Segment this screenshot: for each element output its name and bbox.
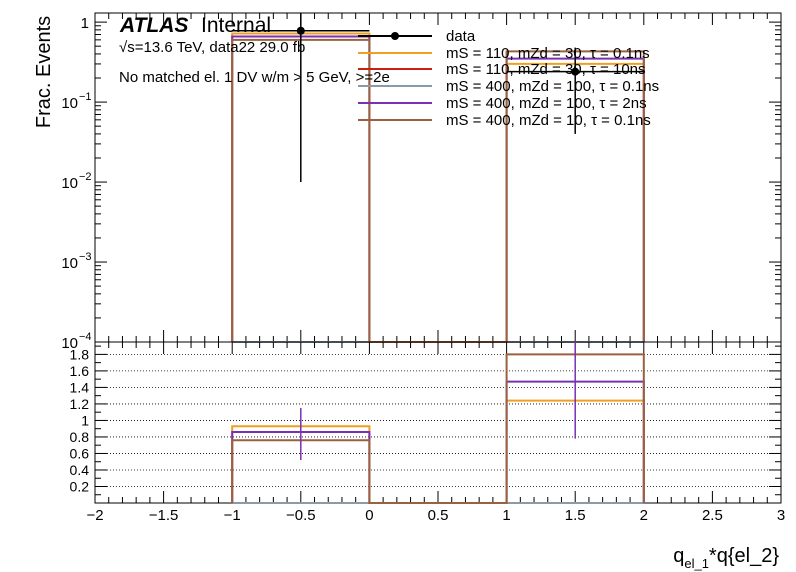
x-tick-label: 3 xyxy=(777,507,785,524)
data-point xyxy=(296,26,305,35)
x-tick-label: −1 xyxy=(224,507,241,524)
x-tick-label: 1 xyxy=(502,507,510,524)
legend-label: mS = 400, mZd = 100, τ = 0.1ns xyxy=(446,78,659,95)
x-tick-label: 0.5 xyxy=(428,507,449,524)
ratio-y-tick-label: 1.4 xyxy=(70,379,90,395)
ratio-y-tick-label: 0.2 xyxy=(70,478,90,494)
x-tick-label: 2.5 xyxy=(702,507,723,524)
atlas-logo-text: ATLAS xyxy=(119,14,188,37)
x-tick-label: −0.5 xyxy=(286,507,316,524)
atlas-label: ATLAS Internal √s=13.6 TeV, data22 29.0 … xyxy=(119,14,390,86)
x-tick-label: 0 xyxy=(365,507,373,524)
main-panel: 110−110−210−310−4 xyxy=(61,12,782,352)
ratio-y-tick-label: 1.2 xyxy=(70,396,90,412)
legend-label: data xyxy=(446,28,476,45)
legend-marker-point xyxy=(391,32,399,40)
x-tick-label: 1.5 xyxy=(565,507,586,524)
ratio-frame xyxy=(94,341,782,504)
ratio-series-line xyxy=(231,399,645,504)
y-tick-label: 10 xyxy=(61,335,78,352)
y-tick-exponent: −4 xyxy=(79,331,92,343)
ratio-y-tick-label: 1.6 xyxy=(70,363,90,379)
legend-label: mS = 400, mZd = 100, τ = 2ns xyxy=(446,95,647,112)
x-tick-label: −2 xyxy=(86,507,103,524)
main-frame xyxy=(94,12,782,343)
selection-text: No matched el. 1 DV w/m > 5 GeV, >=2e xyxy=(119,69,390,86)
x-tick-label: 2 xyxy=(640,507,648,524)
internal-text: Internal xyxy=(201,14,271,37)
y-tick-label: 1 xyxy=(81,15,89,32)
legend-label: mS = 110, mZd = 30, τ = 10ns xyxy=(446,61,646,78)
y-tick-label: 10 xyxy=(61,175,78,192)
y-tick-label: 10 xyxy=(61,255,78,272)
ratio-y-tick-label: 0.8 xyxy=(70,429,90,445)
ratio-y-tick-label: 0.6 xyxy=(70,445,90,461)
legend-label: mS = 110, mZd = 30, τ = 0.1ns xyxy=(446,45,650,62)
x-axis-label: qel_1*q{el_2} xyxy=(673,545,779,571)
ratio-y-tick-label: 1.8 xyxy=(70,346,90,362)
y-tick-exponent: −1 xyxy=(79,91,92,103)
ratio-y-tick-label: 0.4 xyxy=(70,462,90,478)
y-axis-label: Frac. Events xyxy=(33,16,55,128)
legend-label: mS = 400, mZd = 10, τ = 0.1ns xyxy=(446,112,651,129)
ratio-panel: −2 −1.5 −1 −0.5 0 0.5 1 1.5 2 2.5 30.20.40.60.811.… xyxy=(70,341,785,524)
data-point xyxy=(571,67,580,76)
y-tick-exponent: −3 xyxy=(79,251,92,263)
x-tick-label: −1.5 xyxy=(149,507,179,524)
y-tick-exponent: −2 xyxy=(79,171,92,183)
ratio-series-line xyxy=(231,353,645,504)
energy-lumi-text: √s=13.6 TeV, data22 29.0 fb xyxy=(119,39,305,56)
ratio-y-tick-label: 1 xyxy=(81,412,89,428)
y-tick-label: 10 xyxy=(61,95,78,112)
